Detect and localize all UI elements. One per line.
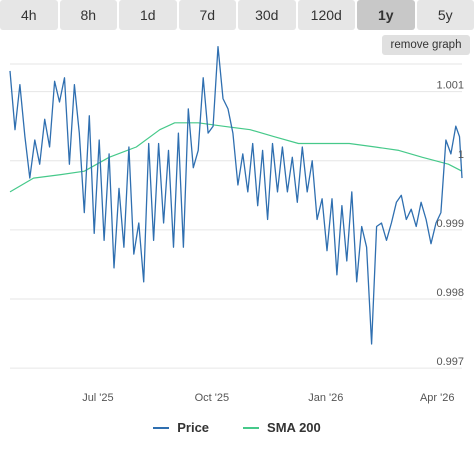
timeframe-tabs: 4h 8h 1d 7d 30d 120d 1y 5y <box>0 0 474 30</box>
x-axis-labels: Jul '25 Oct '25 Jan '26 Apr '26 <box>82 392 454 404</box>
tab-4h[interactable]: 4h <box>0 0 58 30</box>
grid-layer <box>10 63 462 369</box>
tab-7d[interactable]: 7d <box>178 0 236 30</box>
legend-label-price: Price <box>177 420 210 435</box>
sma-swatch-icon <box>243 426 260 429</box>
x-tick-label: Jul '25 <box>82 392 113 404</box>
tab-30d[interactable]: 30d <box>238 0 296 30</box>
x-tick-label: Jan '26 <box>308 392 343 404</box>
y-tick-label: 1 <box>458 149 464 161</box>
tab-120d[interactable]: 120d <box>297 0 355 30</box>
legend-item-price[interactable]: Price <box>153 420 209 435</box>
legend-label-sma: SMA 200 <box>267 420 321 435</box>
remove-graph-button[interactable]: remove graph <box>382 35 470 55</box>
tab-8h[interactable]: 8h <box>59 0 117 30</box>
price-line <box>9 46 463 345</box>
tab-1y[interactable]: 1y <box>357 0 415 30</box>
legend-item-sma[interactable]: SMA 200 <box>243 420 321 435</box>
sma-layer <box>9 122 463 193</box>
price-layer <box>9 46 463 345</box>
y-axis-labels: 1.001 1 0.999 0.998 0.997 <box>436 80 464 369</box>
sma-200-line <box>9 122 463 193</box>
y-tick-label: 1.001 <box>436 80 464 92</box>
y-tick-label: 0.997 <box>436 356 464 368</box>
price-chart: 1.001 1 0.999 0.998 0.997 Jul '25 Oct '25 Jan … <box>9 46 464 404</box>
x-tick-label: Apr '26 <box>420 392 455 404</box>
tab-1d[interactable]: 1d <box>119 0 177 30</box>
y-tick-label: 0.999 <box>436 218 464 230</box>
legend: Price SMA 200 <box>0 420 474 435</box>
price-swatch-icon <box>153 426 170 429</box>
tab-5y[interactable]: 5y <box>416 0 474 30</box>
x-tick-label: Oct '25 <box>195 392 230 404</box>
y-tick-label: 0.998 <box>436 287 464 299</box>
